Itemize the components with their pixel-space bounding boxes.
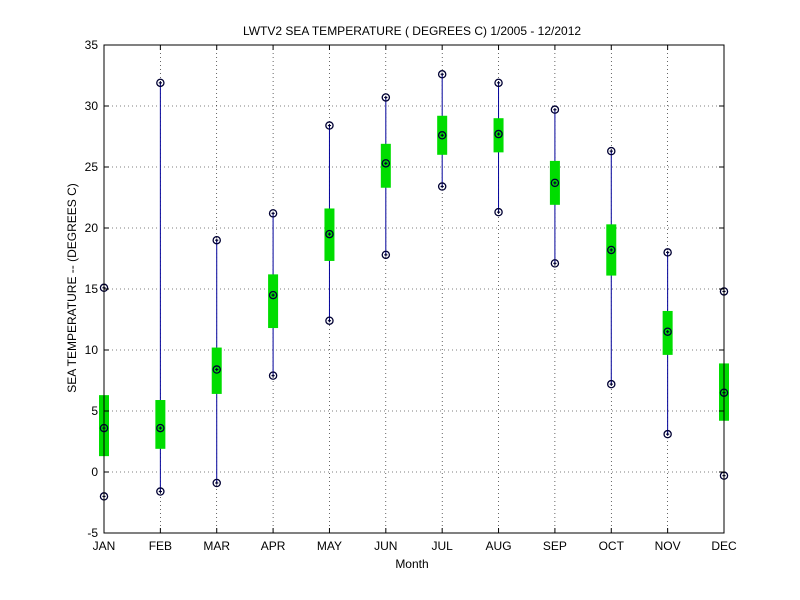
median-marker-sep xyxy=(550,178,560,188)
min-marker-nov xyxy=(663,429,672,439)
y-tick-label: 15 xyxy=(85,282,99,296)
min-marker-may xyxy=(325,316,334,325)
min-marker-oct xyxy=(607,379,616,389)
median-marker-nov xyxy=(663,327,672,336)
max-marker-feb xyxy=(156,78,165,88)
y-tick-label: -5 xyxy=(87,526,98,540)
min-marker-mar xyxy=(212,478,221,488)
box-apr xyxy=(268,274,279,329)
ticks: -5 0 5 10 15 20 25 30 35 JAN FEB MAR APR MAY JUN JUL AUG… xyxy=(85,38,737,553)
y-tick-label: 20 xyxy=(85,221,99,235)
y-tick-label: 30 xyxy=(85,99,99,113)
min-marker-apr xyxy=(268,371,278,380)
y-tick-label: 25 xyxy=(85,160,99,174)
x-tick-label: MAR xyxy=(203,539,230,553)
y-tick-label: 35 xyxy=(85,38,99,52)
x-tick-label: SEP xyxy=(543,539,567,553)
max-marker-jul xyxy=(437,70,447,79)
max-marker-nov xyxy=(663,248,672,257)
min-marker-jul xyxy=(437,182,447,191)
x-tick-label: FEB xyxy=(149,539,172,553)
y-tick-label: 10 xyxy=(85,343,99,357)
x-tick-label: MAY xyxy=(317,539,342,553)
y-tick-label: 0 xyxy=(91,465,98,479)
box-jun xyxy=(380,143,391,188)
x-tick-label: JUN xyxy=(374,539,397,553)
y-axis-label: SEA TEMPERATURE -- (DEGREES C) xyxy=(65,183,79,393)
x-tick-label: AUG xyxy=(486,539,512,553)
max-marker-apr xyxy=(268,209,278,218)
max-marker-sep xyxy=(550,105,560,114)
x-tick-label: JUL xyxy=(432,539,454,553)
min-marker-sep xyxy=(550,259,560,268)
x-tick-label: DEC xyxy=(711,539,737,553)
median-marker-jul xyxy=(437,131,447,140)
min-marker-feb xyxy=(156,487,165,496)
median-marker-oct xyxy=(607,245,616,255)
max-marker-jun xyxy=(381,93,391,102)
median-marker-apr xyxy=(268,290,278,300)
median-marker-feb xyxy=(156,423,165,433)
median-marker-aug xyxy=(494,129,503,139)
x-tick-label: APR xyxy=(261,539,286,553)
min-marker-jun xyxy=(381,250,391,260)
median-marker-jun xyxy=(381,159,391,168)
max-marker-aug xyxy=(494,78,503,88)
x-tick-label: JAN xyxy=(93,539,116,553)
max-marker-oct xyxy=(607,146,616,156)
x-axis-label: Month xyxy=(395,557,428,571)
max-marker-mar xyxy=(212,235,221,245)
median-marker-mar xyxy=(212,365,221,374)
y-tick-label: 5 xyxy=(91,404,98,418)
min-marker-aug xyxy=(494,207,503,217)
chart-title: LWTV2 SEA TEMPERATURE ( DEGREES C) 1/200… xyxy=(243,24,581,38)
max-marker-may xyxy=(325,121,334,130)
x-tick-label: NOV xyxy=(655,539,681,553)
median-marker-may xyxy=(325,229,334,239)
x-tick-label: OCT xyxy=(599,539,625,553)
